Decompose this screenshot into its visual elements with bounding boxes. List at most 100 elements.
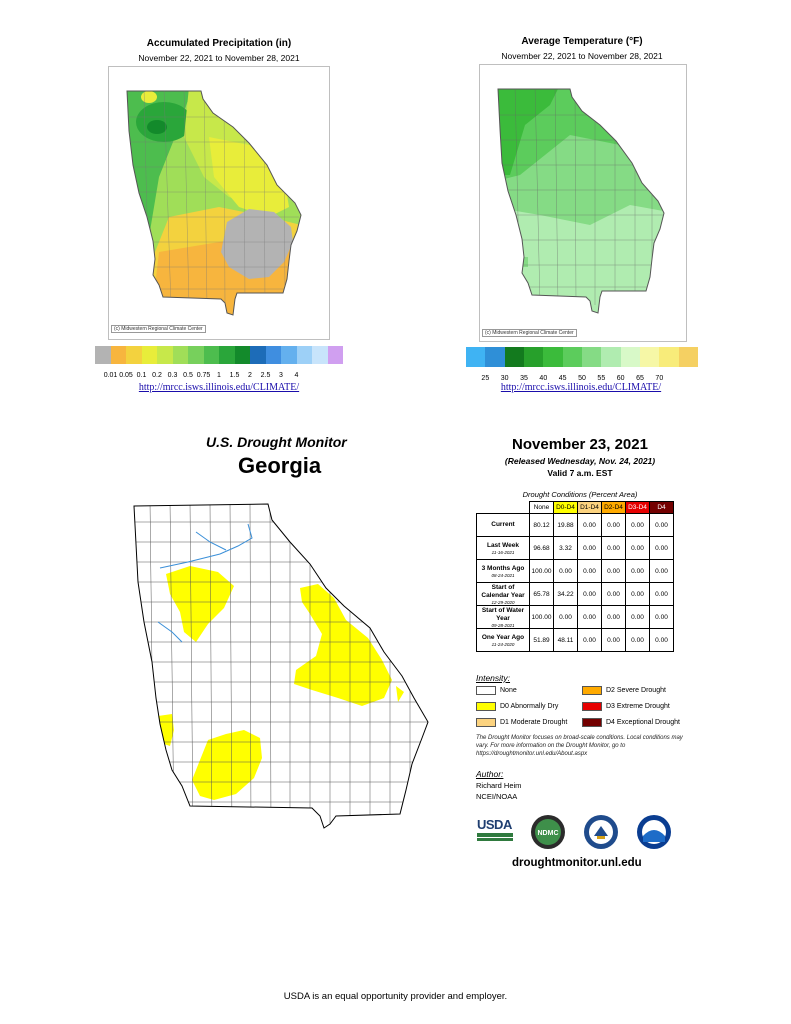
precip-url-link[interactable]: http://mrcc.isws.illinois.edu/CLIMATE/: [138, 382, 300, 393]
table-cell: 0.00: [649, 536, 674, 560]
table-cell: 0.00: [625, 582, 650, 606]
legend-label: 1: [217, 372, 221, 379]
drought-note: The Drought Monitor focuses on broad-sca…: [476, 735, 683, 757]
legend-swatch: [203, 346, 219, 364]
drought-conditions-table: None D0-D4 D1-D4 D2-D4 D3-D4 D4 Current 80.12 1…: [476, 501, 674, 652]
legend-swatch: [504, 347, 524, 367]
row-date: 11-16-2021: [491, 549, 515, 555]
intensity-item: D0 Abnormally Dry: [476, 702, 558, 711]
footer-statement: USDA is an equal opportunity provider an…: [283, 991, 508, 1002]
legend-swatch: [172, 346, 188, 364]
row-label: Current: [476, 513, 530, 537]
table-row: Last Week 11-16-2021 96.68 3.32 0.00 0.00 0.00…: [476, 536, 674, 560]
precip-map-title: Accumulated Precipitation (in): [146, 38, 292, 49]
intensity-label: D3 Extreme Drought: [606, 703, 670, 710]
usda-logo-text: USDA: [477, 817, 512, 832]
legend-label: 2: [248, 372, 252, 379]
map-date: November 23, 2021: [512, 436, 648, 453]
column-header: D1-D4: [577, 501, 602, 514]
intensity-item: D1 Moderate Drought: [476, 718, 567, 727]
table-cell: 0.00: [649, 605, 674, 629]
table-cell: 0.00: [625, 628, 650, 652]
table-cell: 0.00: [649, 513, 674, 537]
legend-label: 0.2: [152, 372, 162, 379]
legend-swatch: [281, 346, 297, 364]
column-header: D4: [649, 501, 674, 514]
table-cell: 0.00: [649, 559, 674, 583]
row-date: 12-29-2020: [491, 599, 515, 605]
row-date: 08-24-2021: [491, 572, 515, 578]
table-cell: 0.00: [625, 559, 650, 583]
precip-map-dates: November 22, 2021 to November 28, 2021: [138, 53, 300, 63]
intensity-swatch: [476, 702, 496, 711]
intensity-label: D1 Moderate Drought: [500, 719, 568, 726]
legend-label: 45: [558, 375, 567, 382]
valid-time: Valid 7 a.m. EST: [547, 468, 613, 478]
table-cell: 0.00: [649, 582, 674, 606]
noaa-logo-wave: [643, 830, 665, 842]
legend-swatch: [562, 347, 582, 367]
state-name: Georgia: [238, 453, 322, 478]
table-cell: 0.00: [577, 605, 602, 629]
legend-swatch: [157, 346, 173, 364]
table-row: 3 Months Ago 08-24-2021 100.00 0.00 0.00 0.00…: [476, 559, 674, 583]
temp-map-frame: (c) Midwestern Regional Climate Center: [479, 64, 687, 342]
legend-swatch: [110, 346, 126, 364]
legend-label: 2.5: [260, 372, 271, 379]
legend-swatch: [678, 347, 698, 367]
column-header: D3-D4: [625, 501, 650, 514]
legend-swatch: [639, 347, 660, 367]
precip-legend-labels: 0.01 0.05 0.1 0.2 0.3 0.5 0.75 1 1.5 2 2.5 3 4: [95, 372, 343, 382]
legend-label: 0.05: [119, 372, 133, 379]
table-cell: 0.00: [577, 559, 602, 583]
column-header: D2-D4: [601, 501, 626, 514]
precip-legend-bar: [95, 346, 343, 364]
temp-credit: (c) Midwestern Regional Climate Center: [482, 329, 577, 337]
table-cell: 0.00: [625, 513, 650, 537]
legend-label: 30: [500, 375, 509, 382]
precip-credit: (c) Midwestern Regional Climate Center: [111, 325, 206, 333]
legend-label: 40: [539, 375, 548, 382]
legend-label: 1.5: [229, 372, 240, 379]
intensity-swatch: [582, 702, 602, 711]
row-label: One Year Ago 11-24-2020: [476, 628, 530, 652]
intensity-swatch: [582, 686, 602, 695]
legend-label: 35: [520, 375, 528, 382]
table-cell: 0.00: [649, 628, 674, 652]
table-cell: 0.00: [625, 536, 650, 560]
legend-swatch: [95, 346, 111, 364]
table-cell: 80.12: [529, 513, 554, 537]
table-cell: 0.00: [553, 559, 578, 583]
legend-label: 3: [279, 372, 283, 379]
table-cell: 51.89: [529, 628, 554, 652]
table-cell: 100.00: [529, 605, 554, 629]
ndmc-logo: NDMC: [531, 815, 565, 849]
table-cell: 34.22: [553, 582, 578, 606]
temp-url-link[interactable]: http://mrcc.isws.illinois.edu/CLIMATE/: [500, 382, 662, 393]
table-cell: 0.00: [601, 513, 626, 537]
table-cell: 100.00: [529, 559, 554, 583]
table-cell: 0.00: [601, 582, 626, 606]
intensity-label: D0 Abnormally Dry: [500, 703, 559, 710]
legend-swatch: [485, 347, 505, 367]
table-cell: 0.00: [577, 513, 602, 537]
table-cell: 65.78: [529, 582, 554, 606]
author-org: NCEI/NOAA: [476, 792, 518, 801]
noaa-logo: [637, 815, 671, 849]
drought-monitor-site[interactable]: droughtmonitor.unl.edu: [512, 857, 642, 869]
legend-swatch: [581, 347, 602, 367]
intensity-item: D3 Extreme Drought: [582, 702, 670, 711]
legend-swatch: [327, 346, 343, 364]
legend-label: 50: [578, 375, 586, 382]
table-cell: 96.68: [529, 536, 554, 560]
doc-logo: [584, 815, 618, 849]
table-cell: 0.00: [577, 582, 602, 606]
legend-label: 0.5: [183, 372, 193, 379]
released-date: (Released Wednesday, Nov. 24, 2021): [504, 456, 656, 466]
legend-swatch: [296, 346, 312, 364]
legend-label: 4: [294, 372, 299, 379]
doc-logo-bar: [597, 836, 605, 839]
legend-swatch: [312, 346, 328, 364]
author-name: Richard Heim: [476, 781, 522, 790]
intensity-item: D4 Exceptional Drought: [582, 718, 680, 727]
